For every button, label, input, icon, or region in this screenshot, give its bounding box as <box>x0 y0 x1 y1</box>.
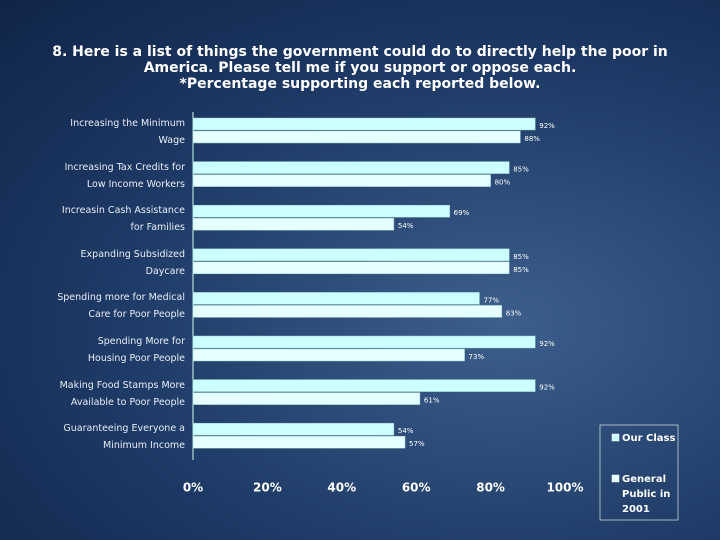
value-label: 85% <box>513 166 529 174</box>
bar <box>192 117 536 131</box>
category-label: Increasing Tax Credits for Low Income Wo… <box>64 161 185 190</box>
legend-box <box>599 424 679 521</box>
bar <box>192 261 510 275</box>
x-tick-label: 40% <box>327 481 356 495</box>
bar <box>192 161 510 174</box>
bar <box>192 174 491 187</box>
bar <box>192 348 465 362</box>
x-tick-label: 0% <box>183 481 203 495</box>
legend-swatch <box>611 474 620 483</box>
value-label: 54% <box>398 427 414 435</box>
value-label: 73% <box>469 353 485 361</box>
bar <box>192 204 450 218</box>
value-label: 54% <box>398 222 414 230</box>
bar <box>192 422 395 436</box>
value-label: 85% <box>513 253 529 261</box>
x-tick-label: 80% <box>476 481 505 495</box>
category-label: Increasin Cash Assistance for Families <box>61 205 185 234</box>
bar <box>192 248 510 262</box>
category-label: Making Food Stamps More Available to Poo… <box>59 379 185 408</box>
bar <box>192 217 395 231</box>
x-tick-label: 60% <box>402 481 431 495</box>
chart-title: 8. Here is a list of things the governme… <box>52 44 668 76</box>
value-label: 80% <box>495 179 511 187</box>
category-label: Spending more for Medical Care for Poor … <box>57 292 185 321</box>
legend-swatch <box>611 433 620 442</box>
value-label: 92% <box>539 340 555 348</box>
x-tick-label: 20% <box>253 481 282 495</box>
legend-label: Our Class <box>622 433 676 444</box>
value-label: 85% <box>513 266 529 274</box>
value-label: 77% <box>483 296 499 304</box>
category-label: Guaranteeing Everyone a Minimum Income <box>63 423 185 452</box>
value-label: 92% <box>539 122 555 130</box>
value-label: 88% <box>524 135 540 143</box>
bar <box>192 435 406 449</box>
value-label: 83% <box>506 309 522 317</box>
value-label: 61% <box>424 397 440 405</box>
value-label: 69% <box>454 209 470 217</box>
bar <box>192 392 421 405</box>
value-label: 92% <box>539 384 555 392</box>
bar <box>192 130 521 144</box>
bar <box>192 379 536 392</box>
category-label: Spending More for Housing Poor People <box>87 336 185 364</box>
value-label: 57% <box>409 440 425 448</box>
x-tick-label: 100% <box>546 481 583 495</box>
category-label: Increasing the Minimum Wage <box>70 118 185 146</box>
bar <box>192 305 503 318</box>
category-label: Expanding Subsidized Daycare <box>80 248 185 277</box>
legend-label: General Public in 2001 <box>622 474 671 515</box>
bar <box>192 335 536 349</box>
chart-subtitle: *Percentage supporting each reported bel… <box>179 76 541 92</box>
bar <box>192 292 480 305</box>
